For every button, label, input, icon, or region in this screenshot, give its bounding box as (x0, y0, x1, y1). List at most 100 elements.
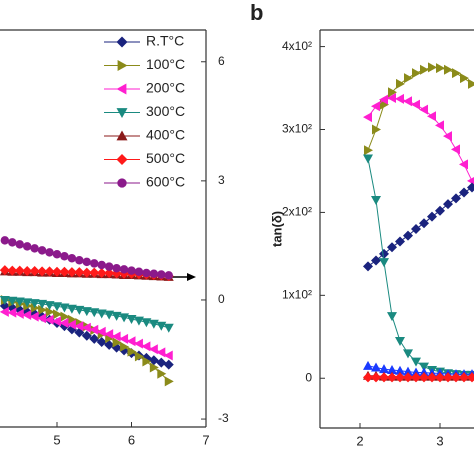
marker (112, 263, 121, 273)
marker (156, 321, 167, 331)
marker (163, 323, 174, 333)
marker (427, 372, 437, 383)
marker (7, 296, 18, 306)
marker (395, 93, 404, 104)
marker (127, 346, 137, 357)
marker (427, 111, 436, 122)
legend-marker (116, 36, 128, 48)
marker (459, 372, 469, 383)
marker (403, 366, 413, 376)
series-line (367, 158, 472, 376)
legend-label: 400°C (146, 127, 185, 143)
marker (8, 238, 17, 247)
marker (30, 302, 40, 313)
marker (134, 267, 144, 277)
marker (419, 362, 429, 372)
marker (15, 240, 24, 249)
marker (467, 182, 474, 193)
marker (119, 265, 129, 274)
marker (75, 256, 84, 265)
marker (0, 295, 10, 305)
marker (119, 333, 129, 344)
y-tick-label: 2x10² (282, 205, 312, 219)
marker (60, 252, 69, 261)
marker (419, 218, 429, 229)
marker (59, 317, 69, 328)
marker (133, 338, 143, 349)
marker (112, 337, 122, 348)
marker (371, 372, 381, 383)
legend-label: R.T°C (146, 33, 184, 49)
legend-label: 100°C (146, 56, 185, 72)
marker (81, 330, 92, 341)
marker (89, 333, 100, 344)
marker (371, 362, 381, 372)
legend-marker (116, 130, 128, 141)
marker (395, 236, 405, 247)
x-tick-label: 3 (436, 433, 443, 448)
marker (29, 265, 40, 276)
marker (403, 372, 413, 383)
legend-marker (117, 60, 128, 71)
y-tick-label: 3x10² (282, 122, 312, 136)
marker (52, 250, 62, 259)
marker (157, 368, 167, 379)
y-tick-label: 6 (218, 54, 225, 68)
y-axis-label: tan(δ) (269, 211, 284, 247)
marker (148, 355, 159, 366)
marker (29, 299, 40, 309)
marker (371, 101, 380, 112)
marker (96, 267, 107, 278)
marker (29, 311, 39, 322)
marker (411, 372, 421, 383)
marker (126, 336, 136, 347)
marker (156, 357, 167, 368)
marker (403, 230, 413, 241)
marker (451, 372, 461, 383)
marker (387, 312, 397, 322)
marker (37, 266, 48, 277)
marker (0, 265, 10, 276)
plot-area (363, 62, 474, 383)
marker (379, 372, 389, 383)
marker (387, 242, 397, 253)
marker (141, 341, 151, 352)
marker (451, 193, 461, 204)
legend-label: 600°C (146, 174, 185, 190)
marker (111, 331, 121, 342)
marker (420, 64, 429, 75)
marker (404, 73, 413, 84)
marker (149, 362, 159, 373)
marker (104, 339, 115, 350)
marker (134, 351, 144, 362)
series-line (367, 97, 473, 182)
marker (363, 154, 373, 164)
marker (467, 372, 474, 383)
marker (97, 260, 106, 270)
marker (37, 299, 48, 309)
marker (435, 205, 445, 216)
marker (126, 315, 137, 325)
marker (387, 92, 396, 103)
marker (428, 62, 437, 73)
x-tick-label: 6 (128, 432, 135, 447)
marker (53, 309, 62, 320)
marker (7, 265, 18, 276)
marker (395, 372, 405, 383)
marker (120, 341, 130, 352)
x-tick-label: 2 (356, 433, 363, 448)
marker (443, 199, 453, 210)
marker (452, 68, 461, 79)
marker (37, 313, 47, 324)
marker (435, 120, 444, 131)
marker (74, 321, 84, 332)
marker (387, 364, 397, 374)
legend-marker (116, 83, 127, 95)
marker (427, 211, 437, 222)
marker (164, 376, 174, 387)
marker (395, 365, 405, 375)
marker (363, 360, 373, 370)
marker (22, 310, 32, 321)
marker (104, 310, 115, 320)
